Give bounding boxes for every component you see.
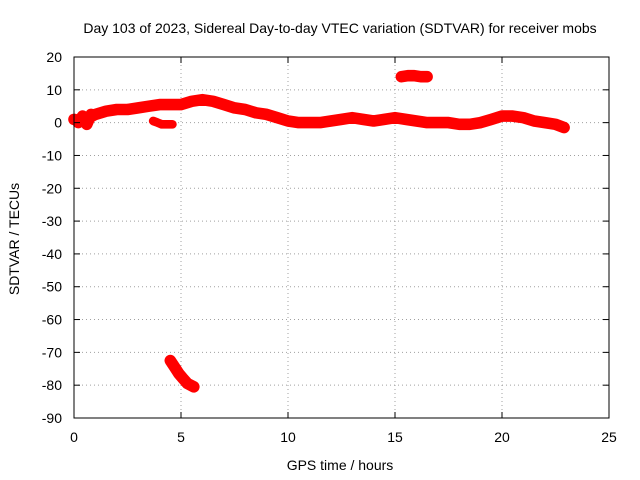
- y-tick-label: -60: [42, 312, 62, 328]
- data-point: [424, 120, 430, 125]
- chart-title: Day 103 of 2023, Sidereal Day-to-day VTE…: [83, 20, 596, 36]
- data-point: [411, 73, 417, 79]
- data-point: [561, 125, 567, 130]
- data-point: [381, 117, 387, 122]
- data-point: [170, 121, 175, 127]
- data-point: [185, 381, 190, 386]
- data-point: [146, 103, 152, 109]
- data-point: [371, 118, 376, 124]
- data-trace-early-jitter: [72, 108, 97, 131]
- data-point: [242, 107, 248, 112]
- y-tick-label: -70: [42, 344, 62, 360]
- data-point: [467, 121, 473, 127]
- data-point: [191, 384, 197, 390]
- y-axis-label: SDTVAR / TECUs: [6, 183, 22, 295]
- y-tick-label: 10: [46, 82, 62, 98]
- data-point: [155, 120, 160, 125]
- x-axis-label: GPS time / hours: [287, 457, 394, 473]
- data-point: [159, 121, 165, 127]
- data-point: [189, 98, 195, 104]
- data-point: [103, 108, 109, 114]
- x-tick-labels: 0 5 10 15 20 25: [70, 429, 617, 445]
- data-point: [360, 117, 366, 122]
- data-point: [349, 115, 355, 121]
- data-point: [307, 120, 312, 125]
- y-tick-label: -40: [42, 246, 62, 262]
- data-point: [446, 120, 451, 125]
- y-tick-label: -50: [42, 279, 62, 295]
- data-point: [392, 115, 398, 121]
- data-point: [424, 74, 430, 80]
- data-point: [456, 121, 462, 127]
- y-tick-label: -80: [42, 377, 62, 393]
- data-point: [157, 102, 163, 107]
- y-tick-label: 0: [54, 115, 62, 131]
- data-point: [264, 112, 269, 117]
- data-point: [114, 107, 120, 112]
- x-tick-label: 5: [177, 429, 185, 445]
- data-point: [172, 364, 178, 370]
- series-sdtvar: [68, 69, 570, 393]
- data-point: [167, 358, 173, 363]
- data-point: [150, 118, 156, 124]
- y-tick-label: -10: [42, 147, 62, 163]
- data-point: [178, 102, 184, 107]
- data-point: [510, 113, 516, 119]
- data-point: [478, 120, 483, 125]
- data-point: [84, 121, 90, 127]
- data-point: [210, 98, 216, 104]
- data-point: [553, 121, 558, 127]
- data-point: [488, 117, 494, 122]
- data-point: [414, 118, 419, 124]
- plot-border: [73, 56, 610, 419]
- data-point: [542, 120, 548, 125]
- x-tick-label: 20: [494, 429, 510, 445]
- data-point: [200, 97, 205, 103]
- data-point: [403, 117, 409, 122]
- x-tick-label: 25: [601, 429, 617, 445]
- data-point: [521, 115, 526, 121]
- data-point: [176, 371, 182, 377]
- x-tick-label: 10: [280, 429, 296, 445]
- data-point: [221, 102, 227, 107]
- data-point: [499, 113, 505, 119]
- data-point: [180, 376, 186, 381]
- data-point: [232, 105, 237, 111]
- data-point: [531, 118, 537, 124]
- y-tick-label: 20: [46, 49, 62, 65]
- y-tick-label: -30: [42, 213, 62, 229]
- y-tick-labels: -90 -80 -70 -60 -50 -40 -30 -20 -10 0 10 20: [42, 49, 62, 426]
- data-point: [285, 118, 291, 124]
- x-tick-label: 15: [387, 429, 403, 445]
- data-point: [125, 107, 130, 112]
- data-point: [135, 105, 141, 111]
- data-point: [418, 74, 424, 80]
- data-point: [163, 121, 169, 127]
- data-point: [80, 113, 85, 119]
- data-point: [253, 110, 259, 116]
- data-point: [435, 120, 441, 125]
- tick-marks: [73, 56, 610, 419]
- data-point: [339, 117, 344, 122]
- x-tick-label: 0: [70, 429, 78, 445]
- data-point: [317, 120, 323, 125]
- data-point: [328, 118, 334, 124]
- data-point: [405, 73, 411, 79]
- data-point: [274, 115, 280, 121]
- data-point: [167, 102, 173, 107]
- data-point: [399, 74, 404, 80]
- y-tick-label: -20: [42, 180, 62, 196]
- y-tick-label: -90: [42, 410, 62, 426]
- data-point: [88, 112, 94, 117]
- series-layer: [68, 69, 570, 393]
- data-point: [296, 120, 302, 125]
